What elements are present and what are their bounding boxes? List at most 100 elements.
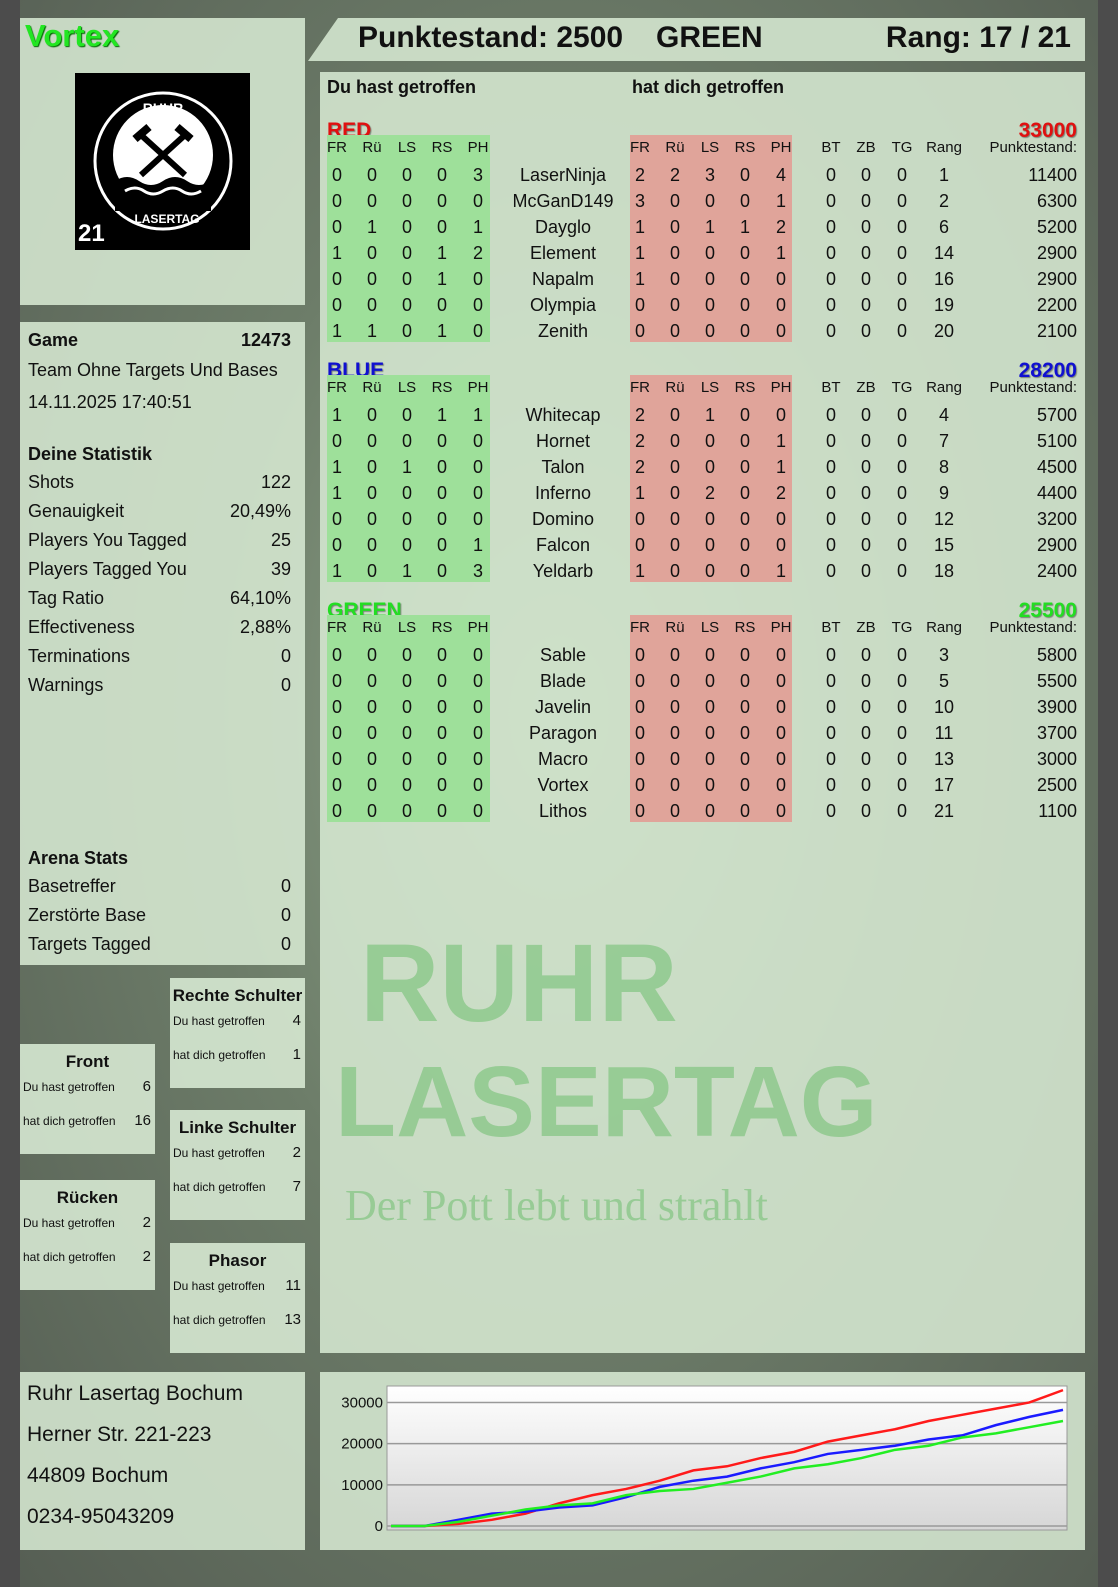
col-header: FR (327, 139, 347, 156)
extra-cell: 17 (933, 775, 955, 795)
extra-cell: 0 (860, 431, 871, 451)
stat-value: 0 (280, 646, 291, 666)
hit-cell: 0 (472, 509, 483, 529)
extra-cell: 0 (825, 749, 836, 769)
hit-cell: 3 (472, 561, 483, 581)
hit-cell: 0 (331, 749, 342, 769)
hitby-cell: 0 (634, 697, 645, 717)
hit-cell: 0 (401, 405, 412, 425)
hitby-cell: 0 (739, 749, 750, 769)
hit-cell: 2 (472, 243, 483, 263)
zone-front: Front Du hast getroffen 6 hat dich getroffe… (20, 1044, 155, 1154)
hitby-cell: 0 (669, 405, 680, 425)
hitby-cell: 0 (775, 697, 786, 717)
hit-cell: 0 (436, 801, 447, 821)
col-header: Rü (362, 379, 382, 396)
hit-cell: 0 (472, 191, 483, 211)
hitby-cell: 0 (704, 561, 715, 581)
extra-cell: 0 (896, 671, 907, 691)
hit-cell: 0 (436, 697, 447, 717)
zone-hitby-value: 13 (284, 1311, 301, 1328)
col-header: FR (630, 139, 650, 156)
col-header: TG (891, 619, 913, 636)
player-score: 2200 (1036, 295, 1077, 315)
game-label: Game (28, 330, 79, 350)
results-table: Du hast getroffen hat dich getroffen RED… (320, 72, 1085, 1353)
player-name: LaserNinja (519, 165, 607, 185)
player-score: 4500 (1036, 457, 1077, 477)
hitby-cell: 0 (739, 321, 750, 341)
hitby-cell: 0 (775, 671, 786, 691)
extra-cell: 0 (825, 321, 836, 341)
hitby-cell: 2 (634, 457, 645, 477)
hitby-cell: 0 (704, 645, 715, 665)
player-score: 1100 (1038, 801, 1077, 821)
hit-cell: 1 (366, 217, 377, 237)
zone-title: Rücken (56, 1188, 119, 1207)
player-rank: Rang: 17 / 21 (885, 21, 1071, 54)
game-mode: Team Ohne Targets Und Bases (28, 360, 278, 380)
hit-cell: 1 (331, 243, 342, 263)
hitby-cell: 0 (669, 483, 680, 503)
address-line: Herner Str. 221-223 (27, 1423, 212, 1446)
stat-row: Players You Tagged 25 (28, 530, 291, 551)
col-header: RS (734, 619, 756, 636)
hit-cell: 0 (401, 535, 412, 555)
hitby-cell: 0 (775, 269, 786, 289)
arena-title: Arena Stats (28, 848, 129, 868)
hitby-cell: 0 (669, 749, 680, 769)
hit-cell: 0 (401, 645, 412, 665)
hitby-cell: 0 (669, 191, 680, 211)
player-name: Napalm (531, 269, 595, 289)
hitby-cell: 0 (669, 535, 680, 555)
zone-rücken: Rücken Du hast getroffen 2 hat dich getroff… (20, 1180, 155, 1290)
extra-cell: 14 (933, 243, 955, 263)
hitby-cell: 0 (634, 775, 645, 795)
col-header: PH (770, 139, 792, 156)
player-score: Punktestand: 2500 (358, 21, 624, 54)
game-datetime: 14.11.2025 17:40:51 (28, 392, 192, 412)
hitby-cell: 0 (669, 431, 680, 451)
hit-cell: 0 (436, 217, 447, 237)
col-header: Rang (926, 379, 962, 396)
hit-cell: 1 (436, 269, 447, 289)
zone-hit-value: 6 (142, 1078, 151, 1095)
game-id: 12473 (240, 330, 291, 350)
extra-cell: 0 (896, 749, 907, 769)
hit-cell: 0 (472, 457, 483, 477)
hit-cell: 0 (366, 671, 377, 691)
hitby-cell: 0 (739, 457, 750, 477)
hitby-cell: 0 (669, 457, 680, 477)
hitby-cell: 2 (634, 165, 645, 185)
extra-cell: 0 (896, 723, 907, 743)
hitby-cell: 0 (704, 535, 715, 555)
hit-cell: 0 (331, 509, 342, 529)
hit-cell: 0 (472, 671, 483, 691)
hitby-cell: 1 (634, 243, 645, 263)
hit-cell: 1 (401, 457, 412, 477)
arena-label: Basetreffer (28, 876, 116, 896)
hit-cell: 1 (401, 561, 412, 581)
hitby-cell: 0 (669, 697, 680, 717)
zone-title: Rechte Schulter (172, 986, 303, 1005)
zone-hitby-value: 2 (142, 1248, 151, 1265)
extra-cell: 0 (860, 243, 871, 263)
svg-text:LASERTAG: LASERTAG (134, 212, 199, 226)
extra-cell: 21 (933, 801, 955, 821)
hitby-cell: 0 (775, 775, 786, 795)
extra-cell: 0 (825, 405, 836, 425)
hit-cell: 0 (331, 535, 342, 555)
extra-cell: 0 (896, 561, 907, 581)
col-header: ZB (856, 619, 876, 636)
hit-cell: 0 (472, 749, 483, 769)
hitby-cell: 0 (634, 645, 645, 665)
extra-cell: 1 (938, 165, 949, 185)
extra-cell: 0 (825, 697, 836, 717)
col-header: PH (467, 139, 489, 156)
player-name: Domino (531, 509, 595, 529)
hit-cell: 0 (366, 509, 377, 529)
hitby-cell: 0 (669, 671, 680, 691)
hit-cell: 0 (436, 671, 447, 691)
address-panel: Ruhr Lasertag Bochum Herner Str. 221-223 4… (20, 1372, 305, 1550)
zone-phasor: Phasor Du hast getroffen 11 hat dich getrof… (170, 1243, 305, 1353)
